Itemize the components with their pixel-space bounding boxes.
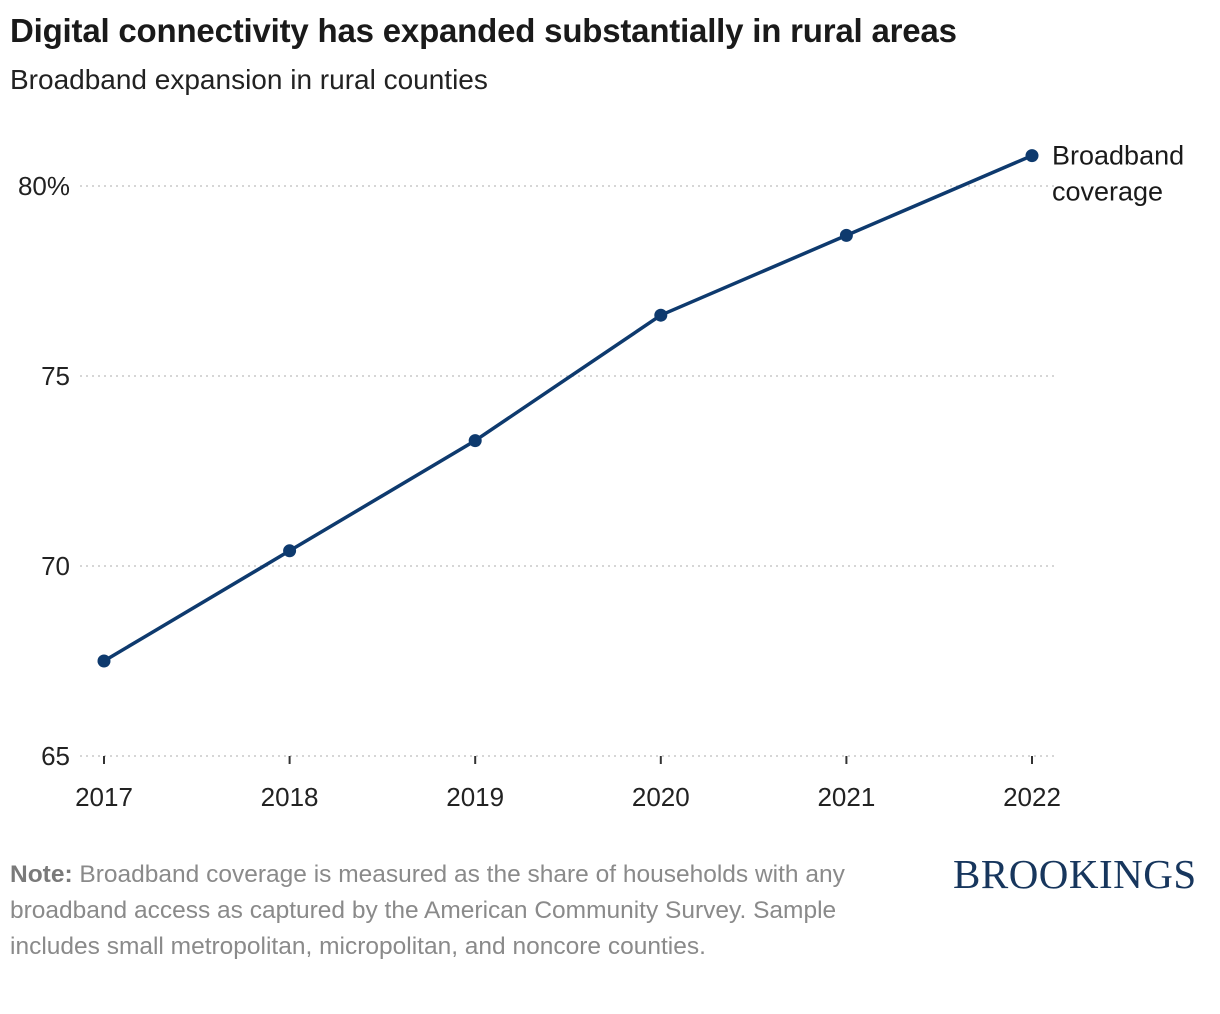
data-point: [654, 308, 668, 322]
chart-note: Note: Broadband coverage is measured as …: [10, 857, 910, 965]
brookings-logo: BROOKINGS: [953, 851, 1197, 897]
x-tick-label: 2022: [1003, 782, 1061, 812]
note-label: Note:: [10, 861, 73, 888]
chart-title: Digital connectivity has expanded substa…: [10, 12, 957, 49]
note-text: Broadband coverage is measured as the sh…: [10, 861, 845, 960]
data-point: [839, 228, 853, 242]
series-labels: Broadband coverage: [1052, 141, 1184, 207]
grid-lines: [80, 185, 1054, 757]
y-tick-label: 75: [41, 361, 70, 391]
x-tick-label: 2019: [446, 782, 504, 812]
x-axis: 2017 2018 2019 2020 2021 2022: [75, 756, 1061, 812]
data-point: [97, 654, 111, 668]
x-tick-label: 2020: [632, 782, 690, 812]
series-line: [103, 153, 1033, 663]
y-tick-label: 65: [41, 741, 70, 771]
chart-subtitle: Broadband expansion in rural counties: [10, 64, 488, 95]
series-points: [97, 149, 1039, 668]
data-point: [283, 544, 297, 558]
line-chart: 65 70 75 80% 2017 2018 2019 2020 2021 2022 Broad…: [18, 141, 1184, 812]
x-tick-label: 2021: [817, 782, 875, 812]
data-point: [468, 434, 482, 448]
series-lines: [103, 153, 1033, 663]
data-point: [1025, 149, 1039, 163]
x-tick-label: 2017: [75, 782, 133, 812]
series-label: Broadband coverage: [1052, 141, 1184, 207]
y-axis-tick-labels: 65 70 75 80%: [18, 171, 70, 771]
x-tick-label: 2018: [261, 782, 319, 812]
y-tick-label: 70: [41, 551, 70, 581]
y-tick-label: 80%: [18, 171, 70, 201]
series-label-line: coverage: [1052, 177, 1163, 207]
series-label-line: Broadband: [1052, 141, 1184, 171]
